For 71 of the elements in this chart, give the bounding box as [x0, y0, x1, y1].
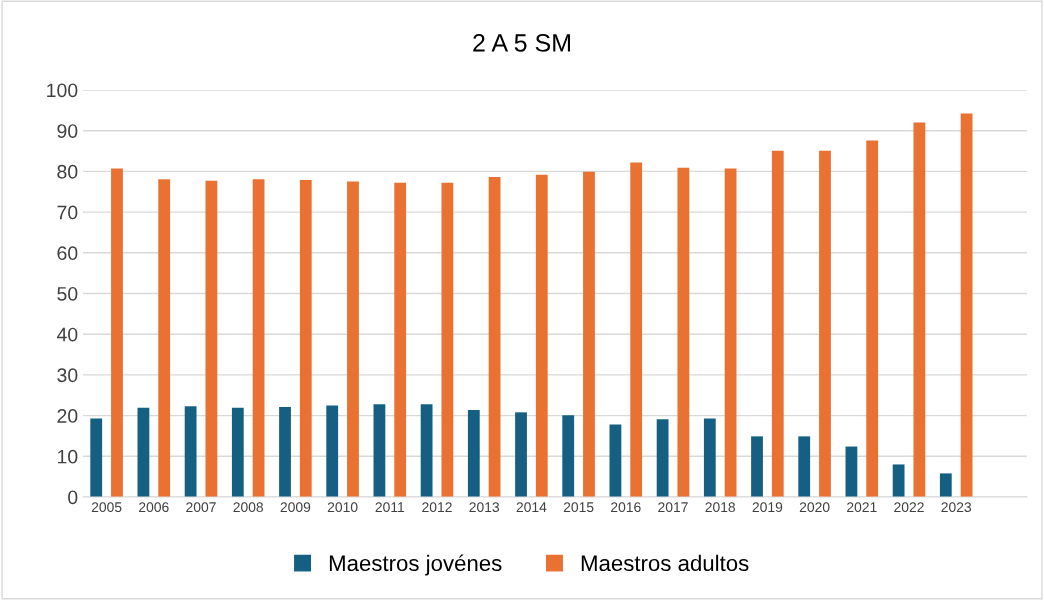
bar [158, 179, 171, 497]
bar [90, 418, 103, 497]
x-tick-label: 2017 [658, 502, 688, 513]
x-tick-label: 2007 [186, 502, 216, 513]
legend-label: Maestros jovénes [329, 554, 502, 576]
x-tick-label: 2018 [705, 502, 736, 513]
bar [467, 409, 480, 497]
y-tick-label: 40 [56, 327, 78, 342]
bar [535, 174, 548, 497]
x-tick-label: 2008 [233, 502, 264, 513]
x-tick-label: 2015 [563, 502, 594, 513]
x-tick-label: 2012 [422, 502, 452, 513]
chart-title: 2 A 5 SM [473, 34, 570, 52]
bar [866, 140, 879, 497]
y-tick-label: 30 [57, 368, 78, 383]
x-tick-label: 2010 [327, 502, 358, 513]
bar [137, 407, 150, 497]
bar [630, 162, 643, 497]
bar [677, 167, 690, 497]
bar [703, 418, 716, 497]
bar [111, 168, 123, 497]
bar [515, 412, 527, 497]
y-tick-label: 70 [57, 205, 78, 220]
bar [751, 436, 763, 497]
bar [394, 182, 407, 497]
y-tick-label: 90 [57, 124, 78, 138]
bar [913, 122, 926, 497]
bar [252, 179, 265, 497]
x-tick-label: 2022 [894, 502, 924, 513]
x-tick-label: 2014 [516, 502, 547, 513]
y-tick-label: 100 [47, 83, 78, 98]
bar [819, 150, 831, 497]
bar [562, 415, 575, 497]
y-tick-label: 20 [57, 409, 78, 423]
y-tick-label: 80 [57, 164, 78, 179]
x-tick-label: 2020 [799, 502, 830, 513]
x-tick-label: 2021 [847, 502, 877, 513]
x-tick-label: 2011 [375, 502, 405, 513]
y-tick-label: 10 [58, 449, 78, 464]
bar [279, 407, 291, 497]
bar [960, 113, 973, 497]
x-tick-label: 2006 [139, 502, 169, 513]
x-tick-label: 2023 [941, 502, 972, 513]
bar [798, 436, 811, 497]
bar [326, 405, 339, 497]
bar [205, 180, 218, 497]
bar [347, 181, 359, 497]
x-tick-label: 2009 [280, 502, 311, 513]
bar [583, 171, 595, 497]
y-tick-label: 50 [57, 286, 78, 301]
y-tick-label: 60 [57, 246, 78, 261]
x-tick-label: 2016 [611, 502, 641, 513]
bar [892, 464, 905, 497]
bar [299, 179, 312, 497]
x-tick-label: 2005 [91, 502, 122, 513]
bar [441, 182, 454, 497]
legend-label: Maestros adultos [581, 554, 749, 572]
bar [845, 446, 858, 497]
x-tick-label: 2019 [752, 502, 783, 513]
bar [771, 150, 784, 497]
bar [939, 473, 952, 497]
bar [184, 406, 197, 497]
y-tick-label: 0 [68, 490, 78, 505]
x-tick-label: 2013 [469, 502, 500, 513]
bar [488, 177, 501, 497]
bar [373, 404, 386, 497]
bar [231, 407, 244, 497]
bar [724, 168, 737, 497]
bar [420, 404, 433, 497]
bar [609, 424, 622, 497]
bar [656, 419, 669, 497]
